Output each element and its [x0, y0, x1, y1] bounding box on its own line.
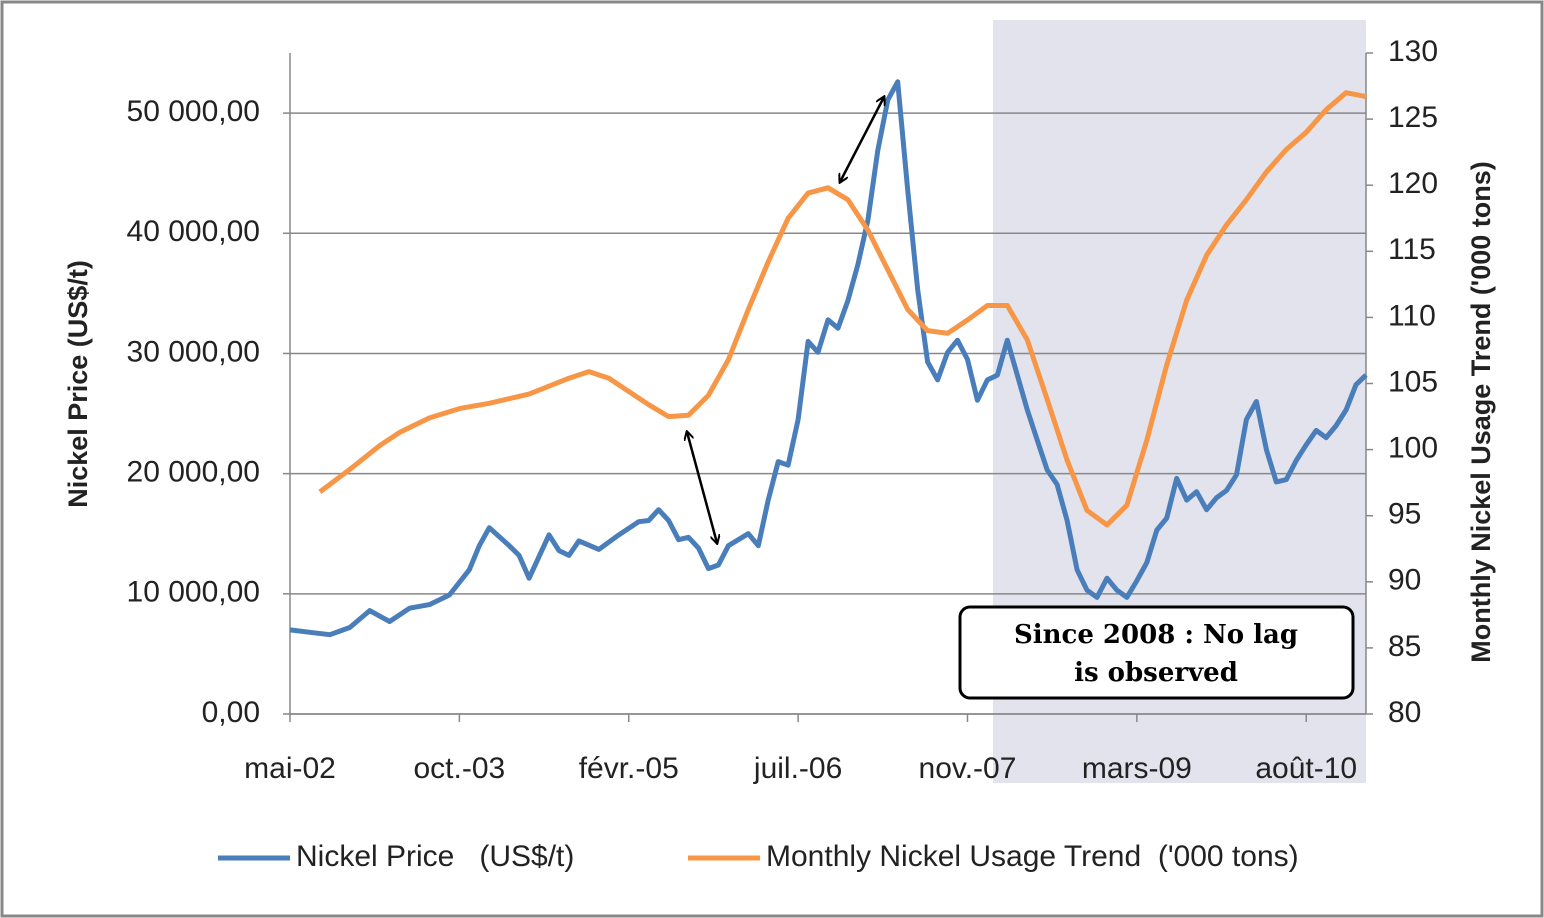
grid: 0,00 10 000,00 20 000,00 30 000,00 40 000,00… — [127, 35, 1439, 785]
x-tick-label: août-10 — [1255, 752, 1357, 785]
lag-arrow — [840, 97, 884, 182]
legend: Nickel Price (US$/t) Monthly Nickel Usage… — [218, 840, 1299, 873]
y2-tick-label: 100 — [1388, 432, 1438, 465]
x-tick-label: nov.-07 — [919, 752, 1017, 785]
x-tick-label: juil.-06 — [753, 752, 842, 785]
y-axis-title: Nickel Price (US$/t) — [63, 260, 93, 508]
x-tick-label: mai-02 — [244, 752, 336, 785]
y-tick-label: 50 000,00 — [127, 95, 260, 128]
y-tick-label: 30 000,00 — [127, 335, 260, 368]
annotation-box — [958, 605, 1355, 700]
legend-label: Nickel Price (US$/t) — [296, 840, 574, 873]
series-line — [318, 90, 1367, 528]
y2-tick-label: 90 — [1388, 564, 1421, 597]
y2-tick-label: 130 — [1388, 35, 1438, 68]
y-tick-label: 0,00 — [202, 696, 260, 729]
y2-tick-label: 120 — [1388, 167, 1438, 200]
y2-tick-label: 110 — [1388, 299, 1436, 332]
y2-tick-label: 80 — [1388, 696, 1421, 729]
legend-label: Monthly Nickel Usage Trend ('000 tons) — [766, 840, 1299, 873]
y2-tick-label: 125 — [1388, 101, 1438, 134]
y2-tick-label: 95 — [1388, 498, 1421, 531]
x-tick-label: févr.-05 — [579, 752, 679, 785]
x-tick-label: oct.-03 — [414, 752, 506, 785]
annotation: is observed — [1074, 658, 1238, 688]
plot — [289, 79, 1368, 638]
y2-tick-label: 115 — [1388, 233, 1436, 266]
x-tick-label: mars-09 — [1082, 752, 1192, 785]
annotation: Since 2008 : No lag — [1014, 620, 1298, 650]
lag-arrow — [687, 432, 717, 543]
y2-axis-title: Monthly Nickel Usage Trend ('000 tons) — [1466, 161, 1496, 663]
y2-tick-label: 85 — [1388, 630, 1421, 663]
y-tick-label: 10 000,00 — [127, 576, 260, 609]
y-tick-label: 40 000,00 — [127, 215, 260, 248]
y-tick-label: 20 000,00 — [127, 456, 260, 489]
series-line — [289, 79, 1368, 638]
y2-tick-label: 105 — [1388, 365, 1438, 398]
